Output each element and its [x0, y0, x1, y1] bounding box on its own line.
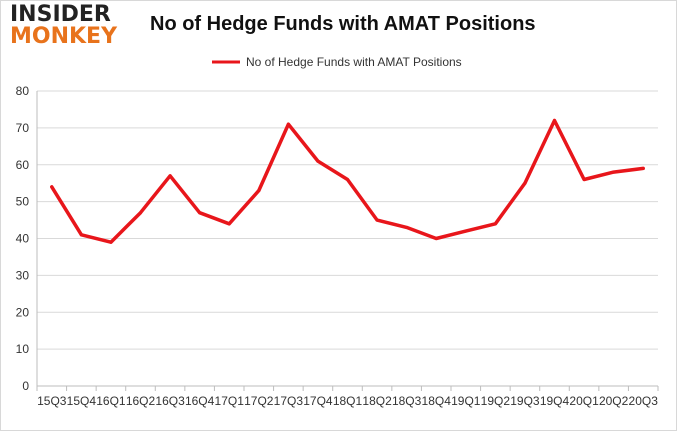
data-point [139, 211, 142, 215]
x-tick-label: 17Q3 [274, 394, 304, 408]
data-point [493, 222, 497, 226]
x-tick-label: 18Q4 [422, 394, 452, 408]
x-tick-label: 20Q3 [629, 394, 659, 408]
x-tick-label: 16Q2 [126, 394, 156, 408]
y-tick-label: 10 [16, 342, 30, 356]
x-tick-label: 16Q1 [96, 394, 126, 408]
y-tick-label: 20 [16, 305, 30, 319]
data-point [464, 229, 468, 233]
x-tick-label: 17Q4 [303, 394, 333, 408]
series-layer [50, 118, 645, 244]
data-point [641, 166, 645, 170]
data-point [434, 237, 438, 240]
legend: No of Hedge Funds with AMAT Positions [212, 55, 462, 69]
x-tick-label: 20Q1 [569, 394, 599, 408]
x-tick-label: 16Q3 [155, 394, 185, 408]
logo-line-2: MONKEY [10, 24, 118, 49]
chart-title: No of Hedge Funds with AMAT Positions [150, 13, 536, 35]
x-tick-label: 19Q2 [481, 394, 511, 408]
data-point [198, 211, 202, 215]
legend-label: No of Hedge Funds with AMAT Positions [246, 55, 462, 69]
x-tick-label: 15Q3 [37, 394, 67, 408]
x-tick-label: 20Q2 [599, 394, 629, 408]
x-tick-label: 18Q3 [392, 394, 422, 408]
x-tick-label: 18Q2 [362, 394, 392, 408]
data-point [286, 122, 290, 126]
data-point [316, 159, 320, 163]
data-point [50, 185, 54, 189]
data-point [257, 189, 261, 193]
y-tick-label: 0 [22, 379, 29, 393]
data-point [553, 119, 556, 122]
insider-monkey-logo: INSIDER MONKEY [10, 4, 117, 48]
x-tick-label: 19Q3 [510, 394, 540, 408]
y-tick-label: 40 [16, 232, 30, 246]
x-tick-label: 19Q4 [540, 394, 570, 408]
logo-line-1: INSIDER [10, 2, 111, 27]
data-point [227, 222, 231, 226]
x-tick-label: 18Q1 [333, 394, 363, 408]
y-tick-label: 50 [16, 195, 30, 209]
x-tick-label: 15Q4 [67, 394, 97, 408]
data-point [79, 233, 83, 237]
data-point [168, 174, 172, 178]
data-point [405, 225, 409, 229]
x-tick-label: 19Q1 [451, 394, 481, 408]
x-tick-label: 17Q1 [215, 394, 245, 408]
data-point [375, 218, 379, 222]
data-point [582, 178, 586, 181]
data-point [346, 178, 349, 181]
axis-layer: 0 10 20 30 40 50 60 70 80 15Q3 15Q4 16Q1 16Q2 16Q3 16Q… [16, 84, 659, 408]
data-point [109, 240, 113, 244]
y-tick-label: 60 [16, 158, 30, 172]
y-tick-label: 30 [16, 268, 30, 282]
x-tick-label: 16Q4 [185, 394, 215, 408]
grid-layer [37, 90, 658, 387]
data-point [523, 181, 527, 185]
x-tick-label: 17Q2 [244, 394, 274, 408]
y-tick-label: 70 [16, 121, 30, 135]
series-line [50, 118, 645, 244]
data-point [612, 170, 616, 174]
y-tick-label: 80 [16, 84, 30, 98]
